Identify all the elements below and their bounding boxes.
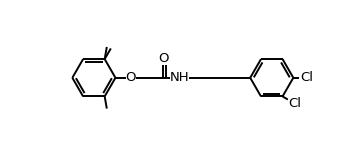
Text: Cl: Cl <box>288 97 301 110</box>
Text: NH: NH <box>169 71 189 84</box>
Text: Cl: Cl <box>301 71 314 84</box>
Text: O: O <box>158 52 168 65</box>
Text: O: O <box>126 71 136 84</box>
